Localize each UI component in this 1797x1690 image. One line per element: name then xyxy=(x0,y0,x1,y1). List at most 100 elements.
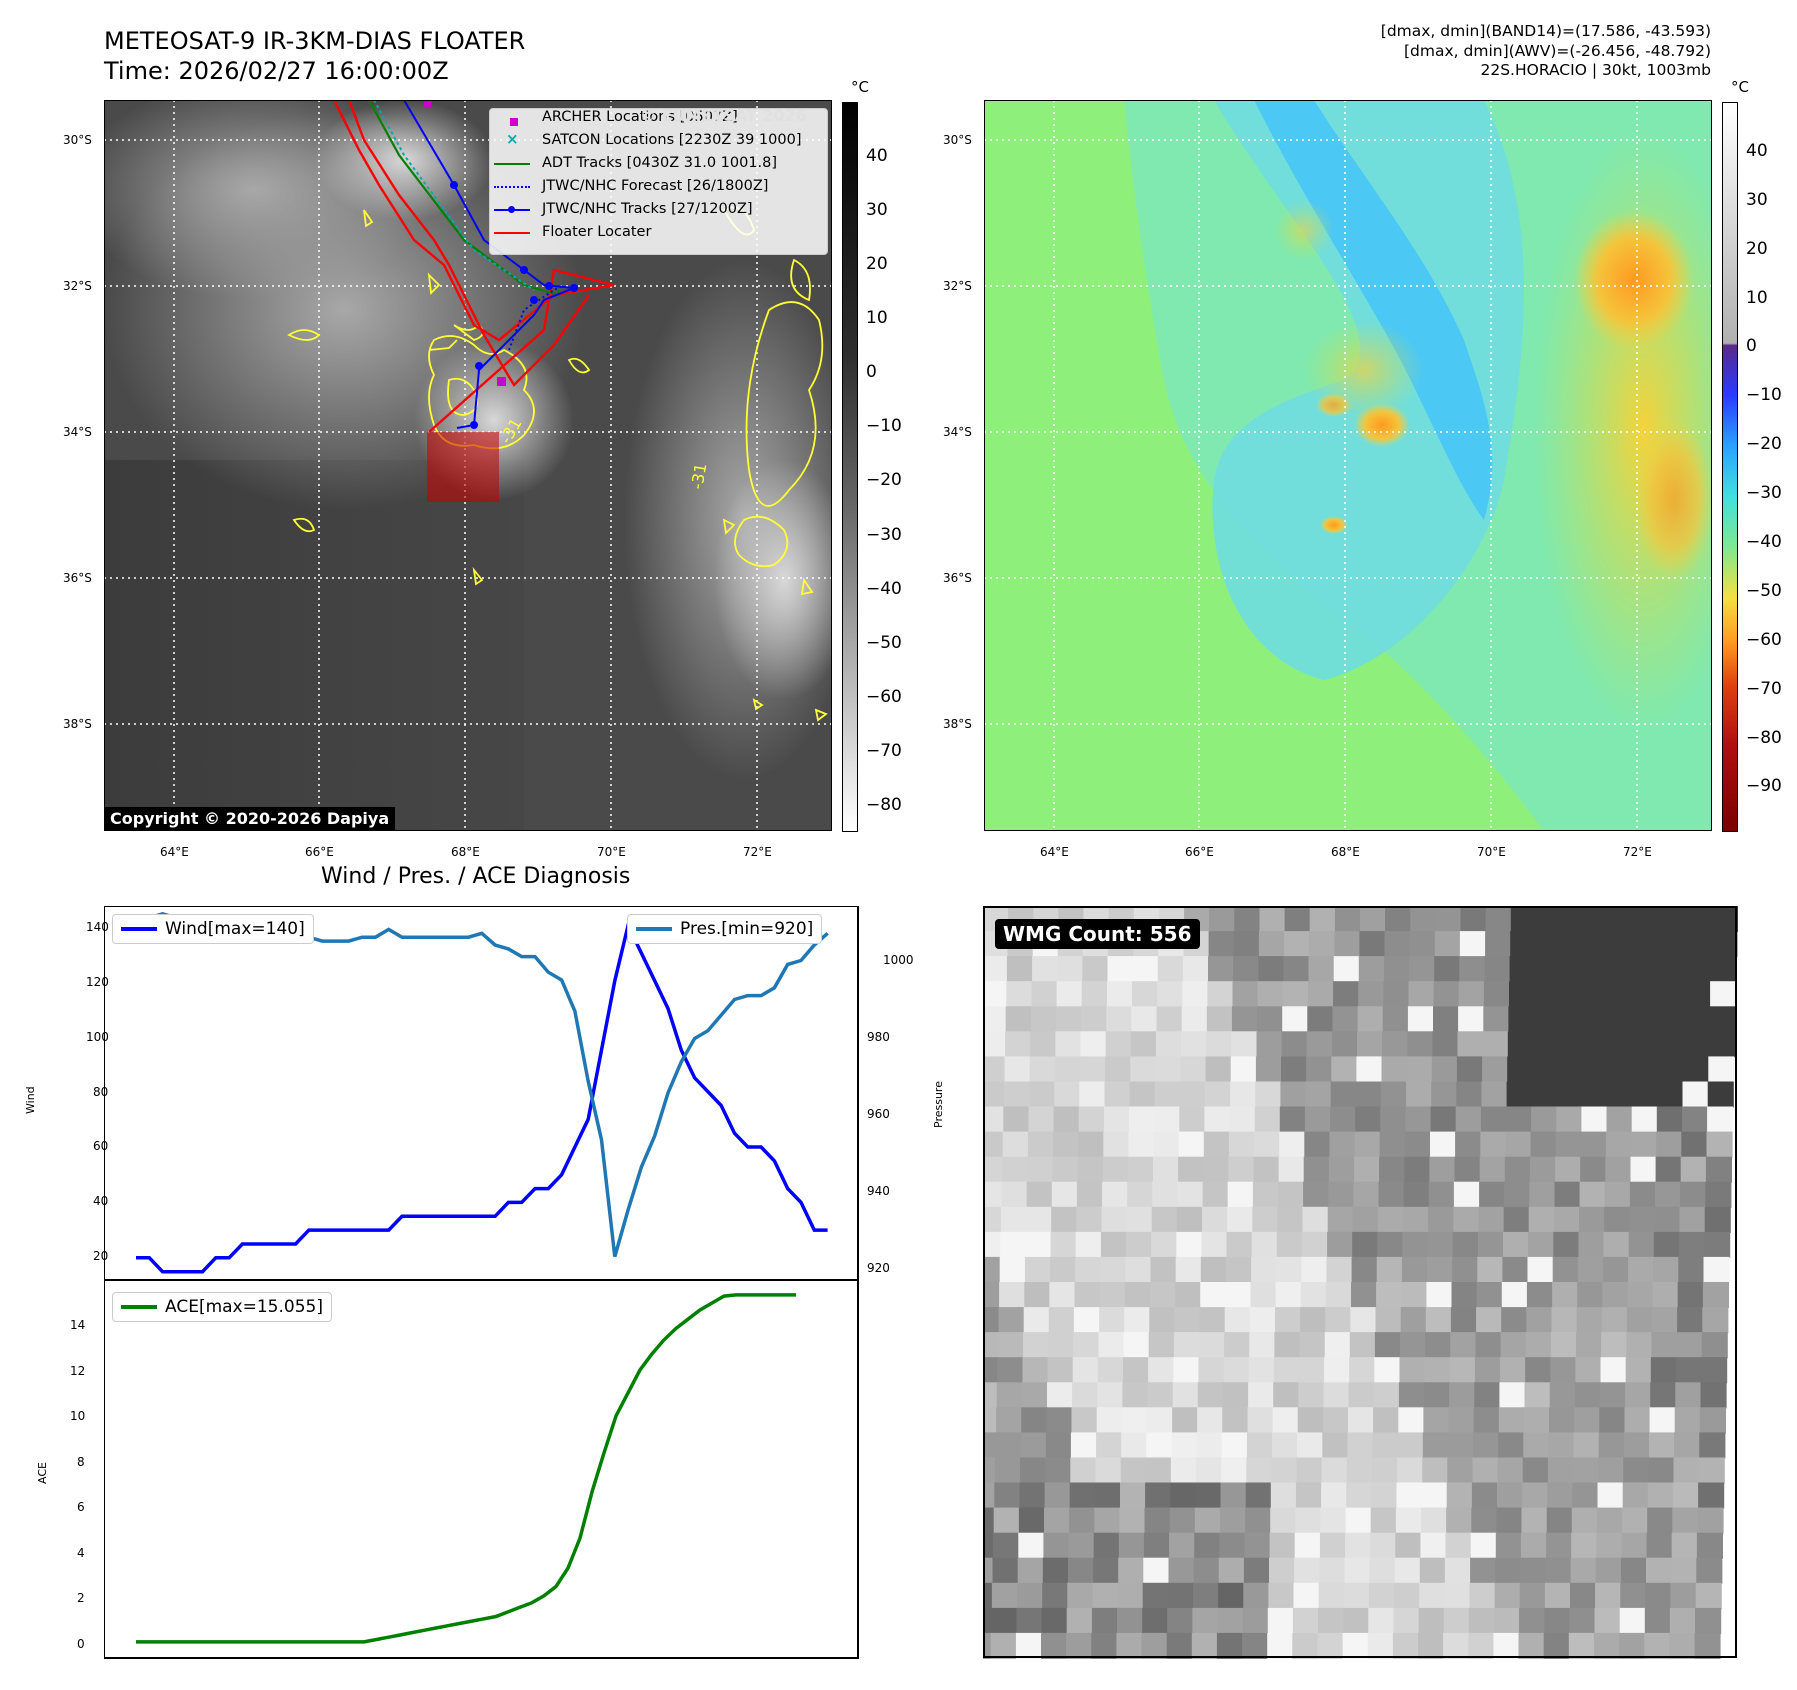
wmg-cell xyxy=(1529,1181,1556,1208)
wmg-cell xyxy=(1193,1557,1220,1584)
wmg-cell xyxy=(1395,1532,1422,1559)
wmg-cell xyxy=(1531,1081,1558,1108)
wmg-cell xyxy=(1225,1282,1252,1309)
wmg-cell xyxy=(1701,1357,1728,1384)
wmg-cell xyxy=(1201,1231,1228,1258)
wmg-cell xyxy=(1097,1357,1124,1384)
wmg-cell xyxy=(1017,1557,1044,1584)
wmg-cell xyxy=(1151,1206,1178,1233)
wmg-cell xyxy=(1374,1357,1401,1384)
wmg-cell xyxy=(983,1131,1004,1158)
ace-line xyxy=(136,1293,796,1644)
wmg-cell xyxy=(1357,1031,1384,1058)
wmg-cell xyxy=(1131,1006,1158,1033)
wmg-cell xyxy=(1231,1006,1258,1033)
wmg-cell xyxy=(1309,931,1336,958)
wmg-cell xyxy=(1048,1332,1075,1359)
wmg-cell xyxy=(1056,1006,1083,1033)
wmg-cell xyxy=(1295,1507,1322,1534)
wmg-cell xyxy=(1149,1307,1176,1334)
wmg-cell xyxy=(1233,956,1260,983)
wmg-cell xyxy=(1095,1457,1122,1484)
wmg-cell xyxy=(1453,1181,1480,1208)
wmg-cell xyxy=(1167,1582,1194,1609)
wmg-cell xyxy=(1469,1582,1496,1609)
wmg-cell xyxy=(1041,1607,1068,1634)
wmg-cell xyxy=(1482,1031,1509,1058)
wmg-cell xyxy=(1245,1507,1272,1534)
satcon-track xyxy=(373,100,535,291)
ir-colorbar-tick: 0 xyxy=(866,362,877,382)
wmg-cell xyxy=(1620,1557,1647,1584)
wmg-cell xyxy=(1270,1507,1297,1534)
wmg-cell xyxy=(1633,1031,1660,1058)
wmg-cell xyxy=(1232,981,1259,1008)
wmg-cell xyxy=(1548,1432,1575,1459)
wmg-cell xyxy=(1468,1632,1495,1659)
wmg-cell xyxy=(1395,1507,1422,1534)
wmg-cell xyxy=(1152,1181,1179,1208)
wmg-cell xyxy=(1352,1206,1379,1233)
wmg-cell xyxy=(1175,1256,1202,1283)
wmg-cell xyxy=(1409,931,1436,958)
wmg-cell xyxy=(1596,1532,1623,1559)
wmg-cell xyxy=(1173,1357,1200,1384)
awv-map xyxy=(984,100,1712,831)
wmg-cell xyxy=(983,1006,1007,1033)
wmg-cell xyxy=(1248,1382,1275,1409)
wmg-cell xyxy=(1430,1131,1457,1158)
wmg-cell xyxy=(1401,1256,1428,1283)
wmg-cell xyxy=(1197,1407,1224,1434)
wmg-cell xyxy=(1025,1231,1052,1258)
wmg-cell xyxy=(1226,1231,1253,1258)
wmg-cell xyxy=(1221,1432,1248,1459)
wmg-cell xyxy=(1301,1231,1328,1258)
ace-ytick: 8 xyxy=(77,1455,85,1469)
awv-lat-label: 32°S xyxy=(943,279,972,293)
wmg-cell xyxy=(1218,1557,1245,1584)
wmg-cell xyxy=(1427,1231,1454,1258)
legend-adt: ADT Tracks [0430Z 31.0 1001.8] xyxy=(542,155,778,171)
wmg-cell xyxy=(1318,1607,1345,1634)
wmg-cell xyxy=(1506,1106,1533,1133)
wmg-cell xyxy=(1571,1532,1598,1559)
wmg-cell xyxy=(1519,1582,1546,1609)
wmg-cell xyxy=(1653,1256,1680,1283)
wmg-cell xyxy=(1222,1382,1249,1409)
wmg-cell xyxy=(1205,1056,1232,1083)
wmg-cell xyxy=(1601,1307,1628,1334)
wmg-cell xyxy=(1545,1557,1572,1584)
wmg-cell xyxy=(1328,1156,1355,1183)
wmg-cell xyxy=(1331,1056,1358,1083)
wmg-cell xyxy=(1626,1307,1653,1334)
awv-colorbar-tick: −10 xyxy=(1746,385,1782,405)
wmg-cell xyxy=(1377,1231,1404,1258)
wmg-cell xyxy=(1421,1482,1448,1509)
wmg-cell xyxy=(1330,1081,1357,1108)
wmg-cell xyxy=(1130,1031,1157,1058)
ace-legend-label: ACE[max=15.055] xyxy=(165,1297,323,1317)
wmg-cell xyxy=(1126,1206,1153,1233)
ir-colorbar-tick: 30 xyxy=(866,200,888,220)
band14-range: [dmax, dmin](BAND14)=(17.586, -43.593) xyxy=(1380,22,1711,40)
wmg-cell xyxy=(1659,1006,1686,1033)
ir-lon-label: 68°E xyxy=(451,845,480,859)
wmg-cell xyxy=(1258,956,1285,983)
awv-lat-label: 30°S xyxy=(943,133,972,147)
wmg-cell xyxy=(1529,1156,1556,1183)
wmg-cell xyxy=(1248,1357,1275,1384)
wmg-cell xyxy=(1292,1632,1319,1659)
wmg-cell xyxy=(1406,1056,1433,1083)
pres-ytick: 940 xyxy=(867,1184,890,1198)
wmg-cell xyxy=(1282,981,1309,1008)
wmg-cell xyxy=(1376,1282,1403,1309)
wmg-cell xyxy=(1198,1357,1225,1384)
ir-colorbar-tick: 10 xyxy=(866,308,888,328)
wmg-cell xyxy=(991,1607,1018,1634)
wmg-cell xyxy=(1630,1156,1657,1183)
ir-colorbar-tick: −30 xyxy=(866,525,902,545)
wmg-cell xyxy=(1048,1307,1075,1334)
wmg-cell xyxy=(1196,1432,1223,1459)
wmg-cell xyxy=(1097,1382,1124,1409)
wmg-cell xyxy=(1357,1006,1384,1033)
